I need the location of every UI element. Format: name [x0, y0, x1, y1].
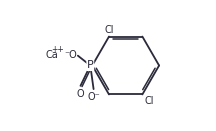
Text: ⁻O: ⁻O	[64, 50, 77, 60]
Text: Cl: Cl	[105, 25, 114, 35]
Text: O⁻: O⁻	[87, 92, 100, 102]
Text: P: P	[87, 61, 94, 70]
Text: Ca: Ca	[45, 50, 58, 60]
Text: Cl: Cl	[144, 96, 154, 106]
Text: ++: ++	[51, 45, 64, 54]
Text: O: O	[76, 89, 84, 99]
